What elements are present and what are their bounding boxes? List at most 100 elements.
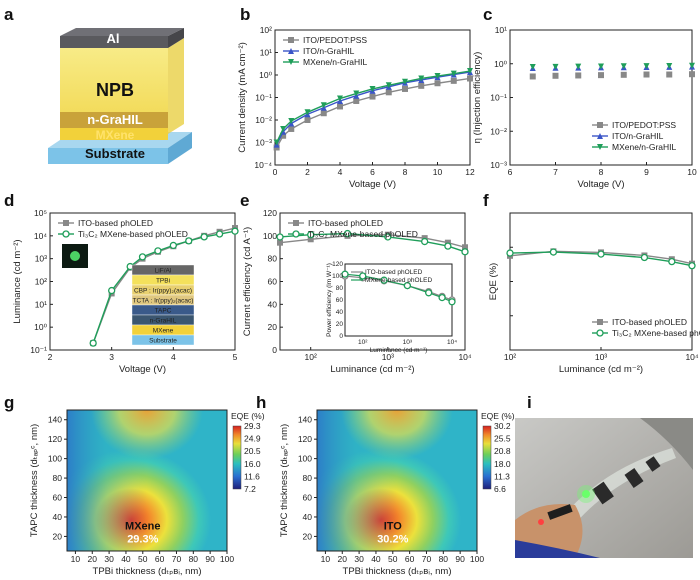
device-stack-label: TPBi	[156, 278, 170, 285]
data-point	[689, 71, 695, 78]
x-tick-label: 6	[370, 167, 375, 177]
layer-label-substrate: Substrate	[85, 146, 145, 161]
data-point	[384, 233, 392, 241]
inset-point	[448, 298, 456, 306]
y-tick-label: 10⁰	[259, 70, 272, 80]
legend-label: ITO/PEDOT:PSS	[612, 120, 676, 130]
y-tick-label: 10⁰	[494, 59, 507, 69]
y-tick-label: 10⁻²	[490, 126, 507, 136]
y-tick-label: 120	[48, 434, 62, 444]
legend-marker	[288, 37, 294, 43]
x-tick-label: 10³	[595, 352, 607, 362]
legend-marker	[597, 122, 603, 128]
legend-label: Ti₃C₂ MXene-based phOLED	[308, 229, 418, 239]
data-point	[467, 68, 473, 75]
data-point	[598, 72, 604, 79]
data-point	[529, 64, 536, 71]
data-point	[620, 63, 627, 70]
al-side	[168, 28, 184, 48]
inset-point	[359, 272, 367, 280]
x-tick-label: 2	[48, 352, 53, 362]
data-point	[288, 125, 295, 132]
legend-marker	[63, 220, 69, 226]
x-tick-label: 6	[508, 167, 513, 177]
panel-label-f: f	[483, 191, 489, 210]
colorbar-tick-label: 18.0	[494, 459, 511, 469]
x-tick-label: 50	[138, 554, 148, 564]
data-point	[549, 248, 558, 256]
panel-a: a Al NPB n-GraHIL MXene Substrate	[4, 5, 192, 164]
annotation-value: 30.2%	[377, 533, 408, 545]
y-tick-label: 100	[48, 454, 62, 464]
device-pad-2	[624, 468, 644, 488]
heatmap-top-lobe	[317, 410, 477, 551]
x-tick-label: 0	[273, 167, 278, 177]
data-point	[434, 80, 441, 87]
data-point	[288, 118, 295, 125]
y-axis-label: Current efficiency (cd A⁻¹)	[242, 227, 253, 336]
y-tick-label: 20	[303, 531, 313, 541]
inset-y-tick: 80	[336, 285, 344, 292]
x-tick-label: 10	[433, 167, 443, 177]
inset-y-tick: 0	[339, 333, 343, 340]
annotation-value: 29.3%	[127, 533, 158, 545]
legend-marker	[596, 329, 604, 337]
data-point	[450, 77, 457, 84]
x-tick-label: 5	[233, 352, 238, 362]
legend-marker	[597, 133, 603, 139]
data-point	[444, 242, 452, 250]
data-point	[276, 233, 284, 241]
y-tick-label: 100	[298, 454, 312, 464]
y-tick-label: 10⁻¹	[255, 93, 272, 103]
y-axis-label: Luminance (cd m⁻²)	[12, 239, 23, 323]
green-emission	[582, 490, 590, 498]
y-tick-label: 10⁻¹	[490, 93, 507, 103]
legend-label: ITO-based phOLED	[308, 218, 383, 228]
panel-label-d: d	[4, 191, 14, 210]
data-point	[154, 247, 162, 255]
data-point	[643, 71, 650, 78]
inset-legend-label: MXene-based phOLED	[365, 277, 433, 284]
data-point	[304, 117, 311, 123]
y-tick-label: 100	[263, 231, 277, 241]
data-point	[597, 250, 605, 258]
x-axis-label: Luminance (cd m⁻²)	[330, 364, 414, 375]
photo-shadow	[640, 418, 693, 470]
x-tick-label: 10²	[305, 352, 317, 362]
y-tick-label: 120	[263, 208, 277, 218]
x-tick-label: 60	[405, 554, 415, 564]
x-tick-label: 10²	[504, 352, 516, 362]
y-axis-label: η (Injection efficiency)	[472, 52, 483, 144]
data-point	[552, 72, 559, 79]
data-point	[185, 237, 193, 245]
data-point	[402, 78, 408, 85]
inset-x-label: Luminance (cd m⁻²)	[370, 347, 428, 354]
colorbar-tick-label: 7.2	[244, 484, 256, 494]
data-point	[231, 227, 239, 235]
x-tick-label: 100	[470, 554, 484, 564]
y-tick-label: 10⁻³	[490, 160, 507, 170]
data-point	[529, 73, 536, 80]
plot-frame	[316, 409, 478, 552]
panel-label-i: i	[527, 393, 532, 412]
data-point	[369, 93, 376, 100]
colorbar-title: EQE (%)	[481, 411, 515, 421]
x-tick-label: 20	[338, 554, 348, 564]
data-point	[277, 239, 283, 246]
panel-label-g: g	[4, 393, 14, 412]
y-tick-label: 10²	[35, 277, 47, 287]
chart-d: d 2 3 4 5 10⁻¹ 10⁰ 10¹ 10² 10³ 10⁴ 10⁵ Voltage (V) L…	[4, 191, 239, 375]
data-point	[666, 62, 673, 69]
colorbar-tick-label: 20.5	[244, 446, 261, 456]
y-tick-label: 120	[298, 434, 312, 444]
colorbar	[482, 425, 492, 490]
inset-x-tick: 10⁴	[447, 339, 457, 346]
inset-point	[403, 281, 412, 290]
panel-label-b: b	[240, 5, 250, 24]
inset-x-tick: 10²	[358, 339, 368, 346]
y-tick-label: 60	[53, 493, 63, 503]
x-tick-label: 70	[422, 554, 432, 564]
x-tick-label: 50	[388, 554, 398, 564]
data-point	[337, 95, 343, 102]
